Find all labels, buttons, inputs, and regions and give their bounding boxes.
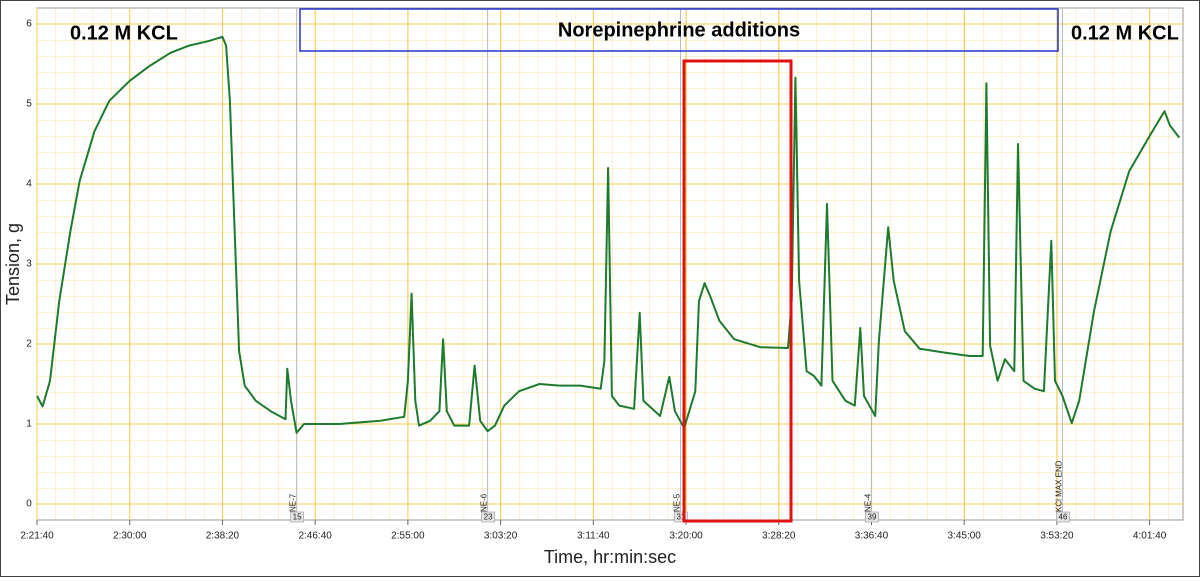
annotation: 0.12 M KCL [70, 22, 178, 44]
annotation: 0.12 M KCL [1071, 22, 1179, 44]
event-number: 15 [293, 513, 302, 522]
event-number-box [865, 511, 879, 523]
y-tick-label: 0 [26, 499, 32, 510]
x-tick-label: 3:45:00 [947, 531, 981, 542]
y-tick-label: 3 [26, 259, 32, 270]
y-tick-label: 2 [26, 339, 32, 350]
x-tick-label: 3:11:40 [577, 531, 610, 542]
x-tick-label: 2:46:40 [298, 531, 332, 542]
x-tick-label: 3:28:20 [762, 531, 796, 542]
annotation-box [299, 8, 1059, 52]
x-tick-label: 2:55:00 [391, 531, 425, 542]
x-axis-label: Time, hr:min:sec [544, 547, 676, 567]
event-number-box [1056, 511, 1070, 523]
event-label: NE-5 [673, 493, 682, 512]
x-tick-label: 3:53:20 [1040, 531, 1074, 542]
y-tick-label: 4 [26, 179, 32, 190]
event-label: NE-4 [864, 493, 873, 512]
event-number-box [481, 511, 495, 523]
x-tick-label: 3:03:20 [484, 531, 518, 542]
y-tick-label: 1 [26, 419, 32, 430]
x-tick-label: 2:30:00 [113, 531, 147, 542]
x-tick-label: 4:01:40 [1133, 531, 1167, 542]
x-tick-label: 3:36:40 [855, 531, 889, 542]
event-label: NE-7 [289, 493, 298, 512]
event-number: 31 [677, 513, 686, 522]
event-number: 39 [868, 513, 877, 522]
annotation: Norepinephrine additions [558, 19, 800, 41]
highlight-box [682, 59, 793, 523]
event-number-box [674, 511, 688, 523]
trace-line [36, 35, 1181, 434]
event-number: 46 [1059, 513, 1068, 522]
x-tick-label: 3:20:00 [669, 531, 703, 542]
event-number-box [290, 511, 304, 523]
event-label: KCl MAX END [1055, 460, 1064, 512]
event-number: 23 [484, 513, 493, 522]
y-axis-label: Tension, g [3, 223, 23, 305]
y-tick-label: 6 [26, 19, 32, 30]
x-tick-label: 2:38:20 [206, 531, 240, 542]
event-label: NE-6 [480, 493, 489, 512]
y-tick-label: 5 [26, 99, 32, 110]
x-tick-label: 2:21:40 [20, 531, 54, 542]
